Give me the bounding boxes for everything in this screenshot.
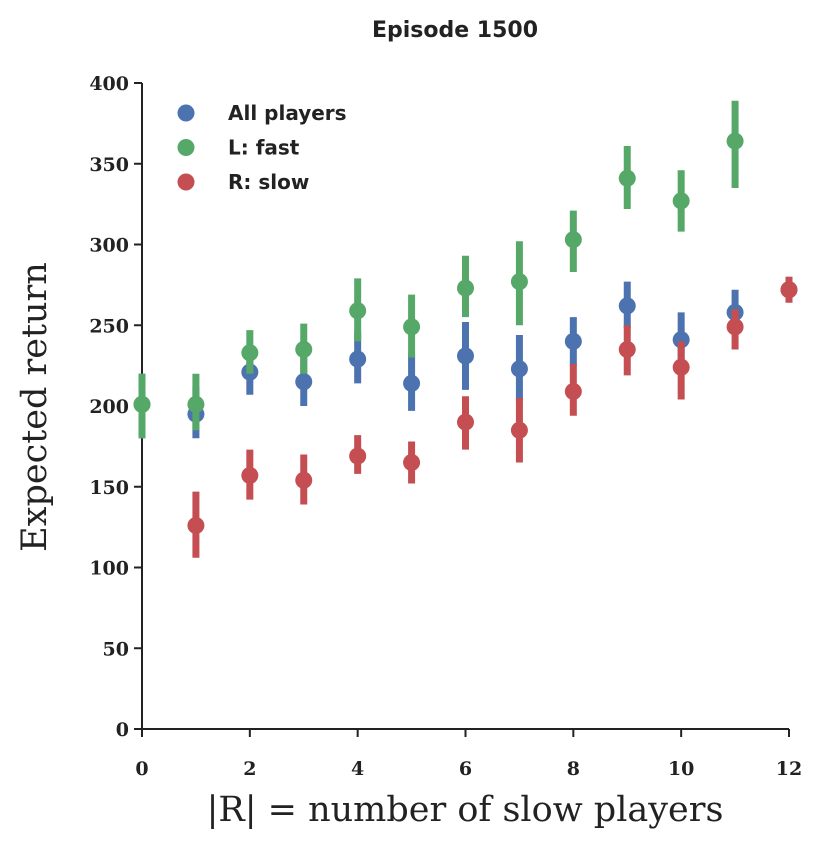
data-point [672, 358, 690, 376]
y-tick-label: 250 [89, 315, 129, 337]
data-point [241, 344, 259, 362]
x-tick-label: 12 [776, 758, 802, 780]
data-point [349, 302, 367, 320]
data-point [564, 231, 582, 249]
data-point [241, 466, 259, 484]
x-axis-label: |R| = number of slow players [207, 790, 724, 830]
data-point [187, 517, 205, 535]
data-point [726, 132, 744, 150]
y-tick-label: 350 [89, 154, 129, 176]
data-point [564, 332, 582, 350]
legend-marker [177, 173, 195, 191]
y-ticks: 0 50 100 150 200 250 300 350 400 [89, 73, 142, 741]
data-point [510, 273, 528, 291]
legend-label: R: slow [228, 170, 309, 194]
legend-marker [177, 104, 195, 122]
legend-label: L: fast [228, 136, 300, 160]
x-tick-label: 2 [243, 758, 256, 780]
data-point [618, 169, 636, 187]
data-point [780, 281, 798, 299]
series-group [187, 276, 798, 558]
data-point [349, 447, 367, 465]
y-tick-label: 400 [89, 73, 129, 95]
data-point [726, 318, 744, 336]
y-axis-label: Expected return [15, 262, 55, 552]
y-tick-label: 300 [89, 235, 129, 257]
x-tick-label: 8 [567, 758, 580, 780]
y-tick-label: 150 [89, 477, 129, 499]
chart-title: Episode 1500 [372, 18, 538, 43]
data-point [618, 340, 636, 358]
data-point [295, 373, 313, 391]
x-ticks: 0 2 4 6 8 10 12 [135, 729, 802, 780]
legend-label: All players [228, 101, 347, 125]
x-tick-label: 0 [135, 758, 148, 780]
data-point [618, 297, 636, 315]
data-point [510, 421, 528, 439]
data-point [672, 331, 690, 349]
y-tick-label: 50 [103, 638, 129, 660]
series-group [133, 100, 744, 439]
data-point [672, 192, 690, 210]
data-point [510, 360, 528, 378]
x-tick-label: 10 [668, 758, 694, 780]
legend: All players L: fast R: slow [177, 101, 347, 194]
x-tick-label: 4 [351, 758, 364, 780]
y-tick-label: 200 [89, 396, 129, 418]
data-point [564, 382, 582, 400]
data-point [295, 471, 313, 489]
data-point [295, 340, 313, 358]
data-point [403, 454, 421, 472]
x-tick-label: 6 [459, 758, 472, 780]
y-tick-label: 0 [116, 719, 129, 741]
legend-marker [177, 139, 195, 156]
data-point [457, 413, 474, 431]
data-point [457, 279, 474, 297]
data-point [457, 347, 474, 365]
data-point [349, 350, 367, 368]
data-point [403, 318, 421, 336]
y-tick-label: 100 [89, 558, 129, 580]
data-point [133, 395, 151, 413]
data-point [187, 395, 205, 413]
plot-area [133, 100, 798, 558]
data-point [403, 374, 421, 392]
